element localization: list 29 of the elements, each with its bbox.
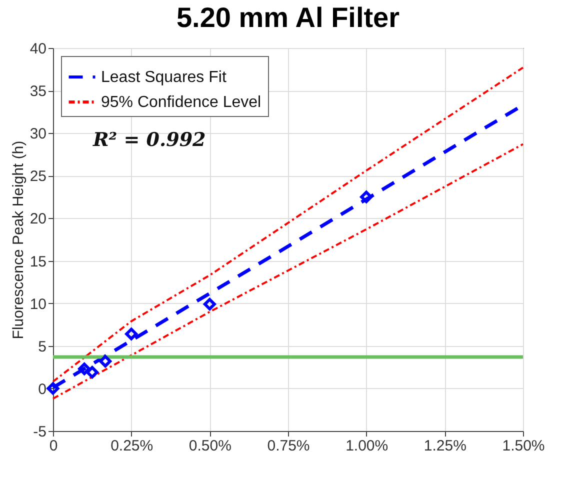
x-tick-label: 1.25% — [424, 438, 466, 454]
y-axis-title: Fluorescence Peak Height (h) — [10, 140, 27, 340]
point — [125, 328, 138, 340]
y-tick-label: 0 — [38, 380, 46, 398]
point — [360, 190, 373, 204]
y-tick-label: 10 — [30, 296, 46, 313]
x-tick-label: 1.50% — [502, 438, 545, 454]
chart-title: 5.20 mm Al Filter — [176, 2, 400, 33]
annotation: R² = 0.992 — [92, 129, 206, 151]
point — [99, 354, 112, 368]
y-tick-label: 40 — [30, 40, 46, 58]
x-tick-label: 0.75% — [267, 438, 310, 454]
point — [86, 366, 98, 379]
point — [203, 298, 216, 310]
y-tick-label: 20 — [30, 210, 46, 228]
legend-label: 95% Confidence Level — [101, 94, 262, 111]
x-tick-label: 0.50% — [188, 438, 232, 454]
x-tick-label: 0 — [49, 438, 58, 454]
y-tick-label: 30 — [30, 126, 46, 143]
y-tick-label: -5 — [33, 424, 46, 440]
y-tick-label: 35 — [30, 83, 46, 100]
legend-label: Least Squares Fit — [101, 69, 227, 86]
y-tick-label: 15 — [30, 253, 46, 270]
y-tick-label: 25 — [30, 168, 46, 186]
point — [46, 382, 60, 395]
point — [78, 362, 91, 376]
x-tick-label: 1.00% — [346, 438, 388, 454]
y-tick-label: 5 — [38, 338, 46, 356]
x-tick-label: 0.25% — [110, 438, 154, 454]
